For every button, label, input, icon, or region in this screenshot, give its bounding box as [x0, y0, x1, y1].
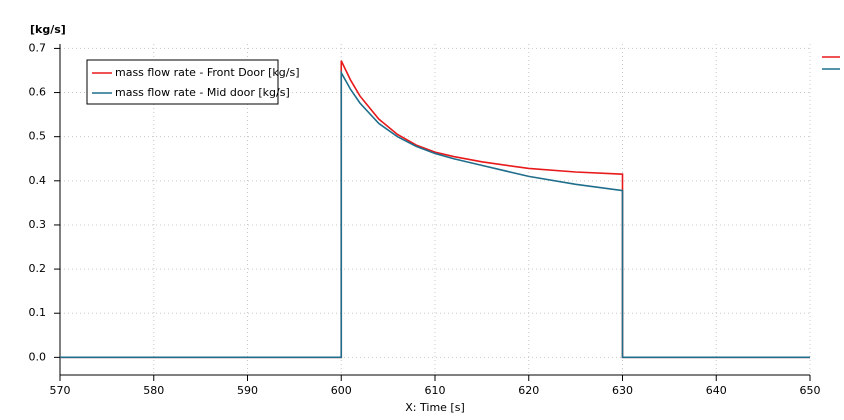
x-tick-label: 620 [518, 384, 539, 397]
y-tick-label: 0.7 [29, 41, 47, 54]
x-tick-label: 590 [237, 384, 258, 397]
y-tick-label: 0.6 [29, 86, 47, 99]
y-axis-label: [kg/s] [30, 23, 66, 36]
x-tick-label: 610 [425, 384, 446, 397]
x-tick-label: 580 [143, 384, 164, 397]
x-tick-label: 600 [331, 384, 352, 397]
x-axis-label: X: Time [s] [405, 401, 464, 414]
series-line [60, 69, 810, 359]
y-tick-label: 0.1 [29, 306, 47, 319]
x-tick-label: 570 [50, 384, 71, 397]
legend-label: mass flow rate - Mid door [kg/s] [115, 86, 290, 99]
y-tick-label: 0.5 [29, 130, 47, 143]
y-tick-label: 0.0 [29, 350, 47, 363]
legend-label: mass flow rate - Front Door [kg/s] [115, 66, 300, 79]
series-line [60, 60, 810, 359]
x-tick-label: 630 [612, 384, 633, 397]
x-tick-label: 640 [706, 384, 727, 397]
y-tick-label: 0.4 [29, 174, 47, 187]
y-tick-label: 0.2 [29, 262, 47, 275]
legend-box [86, 59, 279, 105]
y-tick-label: 0.3 [29, 218, 47, 231]
x-tick-label: 650 [800, 384, 821, 397]
